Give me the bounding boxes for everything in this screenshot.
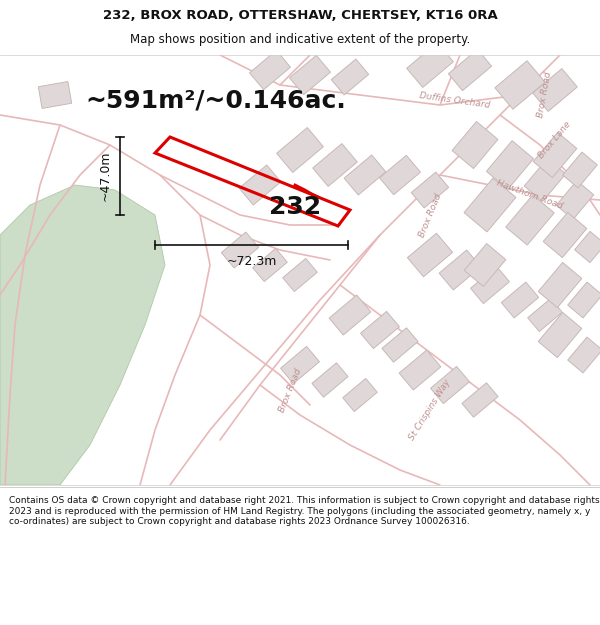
Polygon shape <box>312 363 348 397</box>
Text: St Crispins Way: St Crispins Way <box>407 378 452 442</box>
Polygon shape <box>239 165 281 205</box>
Polygon shape <box>452 121 498 169</box>
Polygon shape <box>399 350 441 390</box>
Polygon shape <box>502 282 539 318</box>
Polygon shape <box>448 49 491 91</box>
Text: Brox Road: Brox Road <box>277 367 303 413</box>
Polygon shape <box>344 155 386 195</box>
Text: ~72.3m: ~72.3m <box>226 255 277 268</box>
Polygon shape <box>250 51 290 89</box>
Polygon shape <box>543 213 587 258</box>
Polygon shape <box>380 156 421 194</box>
Polygon shape <box>0 185 165 485</box>
Text: Hawthorn Road: Hawthorn Road <box>496 179 565 211</box>
Polygon shape <box>412 172 449 208</box>
Text: Brox Road: Brox Road <box>536 71 553 119</box>
Polygon shape <box>568 337 600 373</box>
Polygon shape <box>329 295 371 335</box>
Polygon shape <box>431 366 469 404</box>
Polygon shape <box>568 282 600 318</box>
Polygon shape <box>524 159 566 201</box>
Polygon shape <box>343 379 377 411</box>
Polygon shape <box>506 195 554 245</box>
Polygon shape <box>464 244 506 286</box>
Polygon shape <box>221 232 259 268</box>
Text: ~47.0m: ~47.0m <box>99 151 112 201</box>
Polygon shape <box>439 250 481 290</box>
Text: 232: 232 <box>269 195 321 219</box>
Polygon shape <box>313 144 357 186</box>
Text: Map shows position and indicative extent of the property.: Map shows position and indicative extent… <box>130 33 470 46</box>
Polygon shape <box>407 42 454 88</box>
Polygon shape <box>495 61 545 109</box>
Polygon shape <box>538 312 582 358</box>
Polygon shape <box>487 141 533 189</box>
Polygon shape <box>407 233 452 277</box>
Text: Brox Road: Brox Road <box>417 192 443 238</box>
Polygon shape <box>528 299 562 331</box>
Polygon shape <box>464 178 516 232</box>
Polygon shape <box>361 311 400 349</box>
Polygon shape <box>290 56 331 94</box>
Text: Duffins Orchard: Duffins Orchard <box>419 91 491 109</box>
Polygon shape <box>331 59 368 95</box>
Polygon shape <box>462 383 498 417</box>
Polygon shape <box>277 127 323 172</box>
Polygon shape <box>382 328 418 362</box>
Polygon shape <box>575 231 600 262</box>
Polygon shape <box>38 81 71 109</box>
Polygon shape <box>283 259 317 291</box>
Text: Contains OS data © Crown copyright and database right 2021. This information is : Contains OS data © Crown copyright and d… <box>9 496 599 526</box>
Polygon shape <box>533 69 577 111</box>
Polygon shape <box>563 152 598 188</box>
Text: ~591m²/~0.146ac.: ~591m²/~0.146ac. <box>85 88 346 112</box>
Polygon shape <box>533 132 577 178</box>
Polygon shape <box>556 181 594 219</box>
Text: 232, BROX ROAD, OTTERSHAW, CHERTSEY, KT16 0RA: 232, BROX ROAD, OTTERSHAW, CHERTSEY, KT1… <box>103 9 497 22</box>
Polygon shape <box>281 346 319 384</box>
Polygon shape <box>470 266 509 304</box>
Text: Brox Lane: Brox Lane <box>537 120 573 160</box>
Polygon shape <box>538 262 582 308</box>
Polygon shape <box>253 249 287 281</box>
